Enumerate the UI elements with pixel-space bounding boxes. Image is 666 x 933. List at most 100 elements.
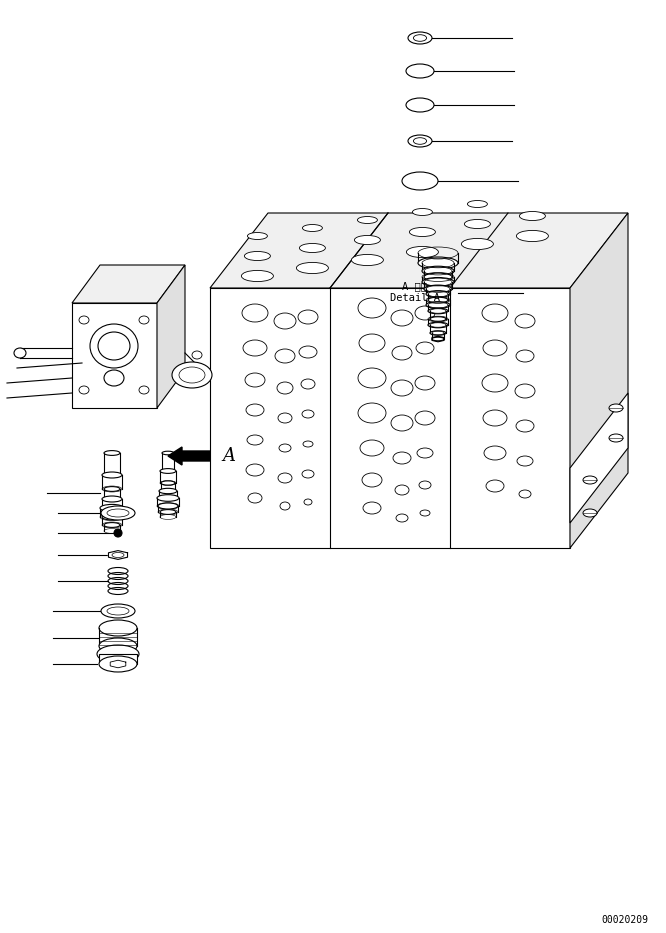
- Ellipse shape: [358, 298, 386, 318]
- Ellipse shape: [583, 476, 597, 484]
- Ellipse shape: [359, 334, 385, 352]
- Ellipse shape: [104, 522, 120, 527]
- Ellipse shape: [101, 604, 135, 618]
- Ellipse shape: [422, 266, 454, 276]
- Ellipse shape: [482, 304, 508, 322]
- Ellipse shape: [428, 298, 448, 303]
- Ellipse shape: [139, 386, 149, 394]
- Ellipse shape: [79, 386, 89, 394]
- Ellipse shape: [515, 314, 535, 328]
- Ellipse shape: [462, 239, 494, 250]
- Ellipse shape: [278, 413, 292, 423]
- Ellipse shape: [104, 496, 120, 501]
- Ellipse shape: [246, 464, 264, 476]
- Ellipse shape: [246, 404, 264, 416]
- Ellipse shape: [358, 368, 386, 388]
- Ellipse shape: [243, 340, 267, 356]
- Ellipse shape: [104, 451, 120, 455]
- FancyArrow shape: [168, 447, 210, 465]
- Bar: [99, 654, 137, 664]
- Ellipse shape: [406, 64, 434, 78]
- Ellipse shape: [245, 373, 265, 387]
- Ellipse shape: [417, 448, 433, 458]
- Ellipse shape: [99, 656, 137, 672]
- Ellipse shape: [160, 509, 176, 514]
- Ellipse shape: [278, 473, 292, 483]
- Ellipse shape: [483, 410, 507, 426]
- Polygon shape: [109, 550, 127, 560]
- Ellipse shape: [415, 376, 435, 390]
- Ellipse shape: [468, 201, 488, 207]
- Text: Detail A: Detail A: [390, 293, 440, 303]
- Ellipse shape: [408, 32, 432, 44]
- Ellipse shape: [102, 514, 122, 520]
- Ellipse shape: [482, 374, 508, 392]
- Ellipse shape: [157, 503, 179, 509]
- Text: A 詳細: A 詳細: [402, 281, 428, 291]
- Ellipse shape: [102, 486, 122, 492]
- Ellipse shape: [422, 277, 454, 286]
- Ellipse shape: [244, 252, 270, 260]
- Ellipse shape: [241, 271, 274, 282]
- Ellipse shape: [426, 291, 450, 298]
- Ellipse shape: [162, 452, 174, 454]
- Ellipse shape: [583, 509, 597, 517]
- Ellipse shape: [406, 98, 434, 112]
- Ellipse shape: [426, 301, 450, 309]
- Ellipse shape: [415, 411, 435, 425]
- Ellipse shape: [464, 219, 490, 229]
- Text: 00020209: 00020209: [601, 915, 648, 925]
- Ellipse shape: [247, 435, 263, 445]
- Ellipse shape: [161, 489, 175, 494]
- Ellipse shape: [158, 503, 178, 509]
- Ellipse shape: [303, 441, 313, 447]
- Ellipse shape: [100, 505, 124, 511]
- Ellipse shape: [484, 446, 506, 460]
- Ellipse shape: [299, 346, 317, 358]
- Ellipse shape: [102, 522, 122, 528]
- Ellipse shape: [247, 232, 268, 240]
- Ellipse shape: [609, 404, 623, 412]
- Ellipse shape: [609, 434, 623, 442]
- Ellipse shape: [418, 257, 458, 269]
- Ellipse shape: [158, 509, 178, 515]
- Ellipse shape: [280, 502, 290, 510]
- Ellipse shape: [101, 506, 135, 520]
- Ellipse shape: [402, 172, 438, 190]
- Ellipse shape: [160, 468, 176, 473]
- Ellipse shape: [298, 310, 318, 324]
- Ellipse shape: [517, 456, 533, 466]
- Ellipse shape: [363, 502, 381, 514]
- Ellipse shape: [391, 415, 413, 431]
- Ellipse shape: [406, 246, 438, 258]
- Ellipse shape: [393, 452, 411, 464]
- Ellipse shape: [104, 370, 124, 386]
- Ellipse shape: [102, 496, 122, 502]
- Ellipse shape: [157, 494, 179, 501]
- Ellipse shape: [516, 230, 548, 242]
- Polygon shape: [72, 303, 157, 408]
- Polygon shape: [110, 661, 126, 668]
- Ellipse shape: [242, 304, 268, 322]
- Ellipse shape: [192, 351, 202, 359]
- Ellipse shape: [519, 212, 545, 220]
- Ellipse shape: [516, 350, 534, 362]
- Ellipse shape: [274, 313, 296, 329]
- Ellipse shape: [302, 470, 314, 478]
- Ellipse shape: [162, 469, 174, 473]
- Ellipse shape: [102, 472, 122, 478]
- Ellipse shape: [172, 362, 212, 388]
- Ellipse shape: [430, 331, 446, 335]
- Ellipse shape: [515, 384, 535, 398]
- Ellipse shape: [90, 324, 138, 368]
- Ellipse shape: [410, 228, 436, 237]
- Ellipse shape: [79, 316, 89, 324]
- Ellipse shape: [161, 480, 175, 485]
- Ellipse shape: [432, 337, 444, 341]
- Ellipse shape: [352, 255, 384, 266]
- Ellipse shape: [483, 340, 507, 356]
- Ellipse shape: [419, 481, 431, 489]
- Ellipse shape: [391, 310, 413, 326]
- Ellipse shape: [104, 473, 120, 478]
- Polygon shape: [72, 265, 185, 303]
